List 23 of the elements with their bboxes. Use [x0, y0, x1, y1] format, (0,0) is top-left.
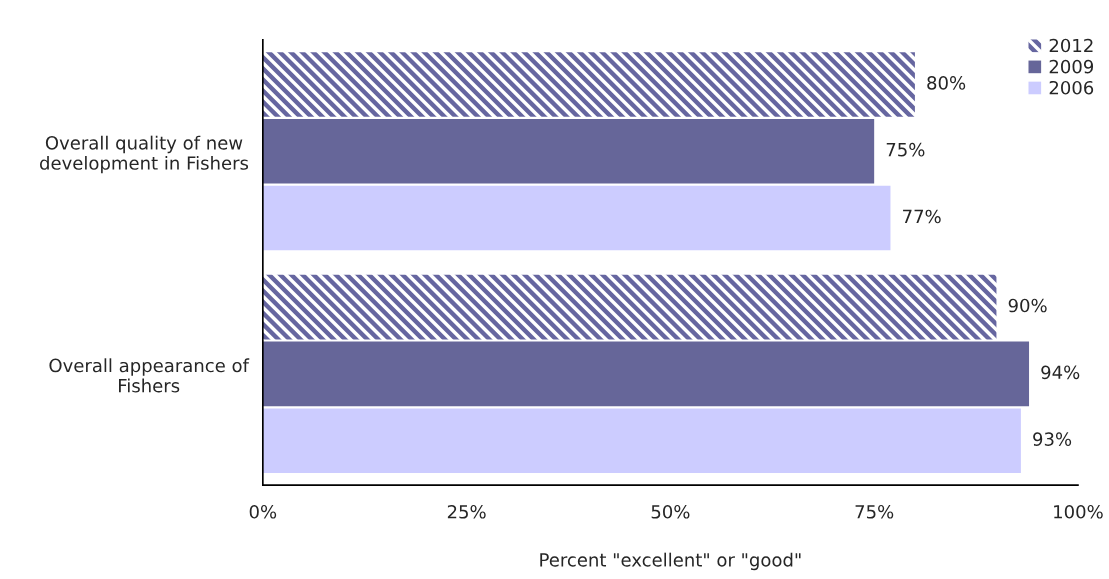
legend-label: 2012: [1049, 38, 1093, 53]
data-label: 94%: [1041, 365, 1080, 380]
y-tick-label: Overall quality of new development in Fishers: [40, 135, 249, 174]
data-label: 93%: [1033, 432, 1072, 446]
data-label: 77%: [903, 209, 941, 224]
bar: [262, 408, 1021, 473]
x-tick-label: 25%: [447, 504, 486, 519]
data-label: 90%: [1008, 298, 1047, 313]
legend-label: 2009: [1049, 59, 1094, 74]
x-tick-label: 0%: [249, 504, 277, 519]
bar: [262, 274, 997, 340]
data-label: 80%: [927, 76, 966, 90]
bar: [262, 185, 891, 251]
x-tick-label: 75%: [855, 504, 894, 519]
legend-label: 2006: [1049, 80, 1094, 95]
x-tick-label: 50%: [651, 504, 690, 519]
bar: [262, 118, 875, 184]
y-tick-label: Overall appearance of Fishers: [49, 358, 250, 393]
bar: [262, 341, 1030, 407]
x-tick-label: 100%: [1054, 504, 1103, 519]
x-axis-title: Percent "excellent" or "good": [540, 552, 801, 571]
bar: [262, 52, 915, 117]
data-label: 75%: [886, 142, 925, 157]
